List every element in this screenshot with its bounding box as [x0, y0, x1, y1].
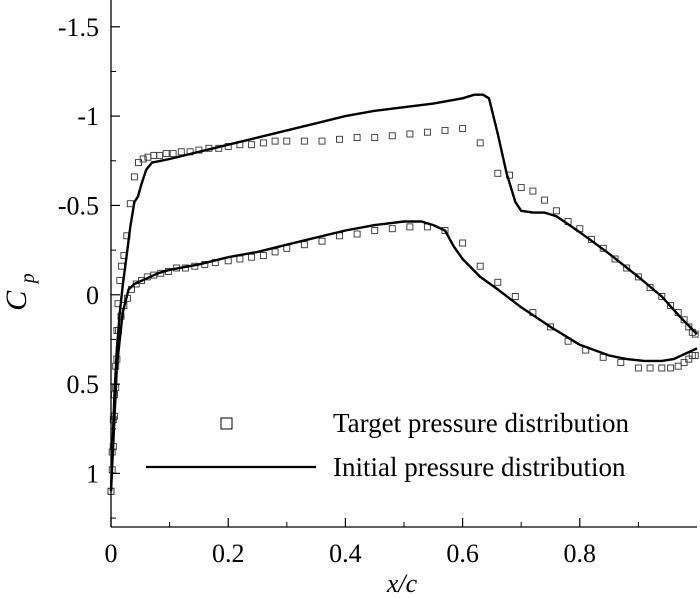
data-point-target-upper — [318, 137, 326, 145]
data-point-target-lower — [691, 352, 699, 359]
data-point-target-lower — [617, 359, 625, 367]
data-point-target-lower — [271, 248, 279, 256]
plot-area — [107, 93, 699, 495]
data-point-target-lower — [634, 364, 642, 372]
data-point-target-upper — [634, 273, 642, 281]
data-point-target-lower — [388, 225, 396, 233]
data-point-target-upper — [336, 135, 343, 143]
data-point-target-upper — [517, 184, 525, 192]
data-point-target-lower — [680, 359, 688, 367]
data-point-target-lower — [476, 262, 484, 270]
data-point-target-upper — [271, 137, 279, 145]
data-point-target-upper — [529, 187, 537, 195]
data-point-target-lower — [353, 230, 361, 238]
x-tick-label: 0.8 — [564, 539, 597, 568]
legend-label-initial: Initial pressure distribution — [333, 452, 626, 482]
y-tick-label: 0.5 — [67, 370, 100, 399]
y-axis: -1.5 -1 -0.5 0 0.5 1 — [58, 0, 120, 527]
data-point-target-upper — [611, 255, 619, 263]
x-tick-label: 0.4 — [329, 539, 362, 568]
y-tick-label: -0.5 — [58, 191, 99, 220]
data-point-target-lower — [667, 364, 675, 372]
svg-text:C p: C p — [0, 273, 39, 311]
data-point-target-upper — [680, 316, 688, 324]
y-axis-label-sub: p — [17, 273, 39, 285]
data-point-target-upper — [135, 159, 142, 167]
data-point-target-lower — [318, 237, 326, 245]
data-point-target-lower — [248, 253, 256, 261]
data-point-target-upper — [130, 173, 138, 181]
data-point-target-upper — [248, 141, 256, 149]
data-point-target-upper — [541, 196, 549, 204]
x-tick-label: 0 — [105, 539, 118, 568]
data-point-target-lower — [459, 239, 467, 247]
data-point-target-upper — [177, 148, 185, 156]
data-point-target-upper — [685, 323, 693, 331]
data-point-target-lower — [511, 293, 519, 300]
data-point-target-upper — [646, 284, 654, 292]
y-tick-label: 0 — [86, 281, 99, 310]
data-point-target-upper — [139, 155, 147, 163]
data-point-target-upper — [423, 128, 431, 136]
data-point-target-lower — [300, 241, 308, 249]
series-line-initial-upper — [109, 93, 698, 492]
data-point-target-upper — [667, 302, 675, 309]
x-axis: 0 0.2 0.4 0.6 0.8 — [105, 518, 697, 568]
data-point-target-upper — [283, 137, 291, 145]
data-point-target-upper — [156, 151, 164, 159]
data-point-target-lower — [646, 364, 654, 372]
data-point-target-upper — [353, 134, 361, 142]
y-tick-label: -1 — [77, 102, 99, 131]
data-point-target-upper — [623, 264, 631, 272]
data-point-target-upper — [406, 130, 414, 138]
data-point-target-lower — [547, 323, 554, 331]
x-axis-label: x/c — [386, 569, 418, 598]
y-tick-label: 1 — [86, 459, 99, 488]
legend: Target pressure distribution Initial pre… — [146, 408, 630, 482]
data-point-target-upper — [441, 126, 449, 134]
y-tick-label: -1.5 — [58, 13, 99, 42]
x-tick-label: 0.2 — [212, 539, 245, 568]
data-point-target-lower — [685, 355, 693, 363]
data-point-target-upper — [476, 139, 484, 147]
y-axis-label: C p — [0, 273, 39, 311]
data-point-target-lower — [441, 227, 449, 234]
data-point-target-lower — [371, 227, 379, 234]
data-point-target-upper — [459, 125, 467, 133]
data-point-target-lower — [406, 223, 414, 231]
data-point-target-upper — [388, 132, 396, 140]
data-point-target-upper — [162, 150, 170, 158]
data-point-target-upper — [552, 207, 560, 215]
data-point-target-lower — [259, 252, 267, 259]
data-point-target-upper — [371, 134, 379, 142]
legend-label-target: Target pressure distribution — [333, 408, 630, 438]
data-point-target-lower — [658, 364, 666, 372]
data-point-target-upper — [169, 150, 177, 158]
data-point-target-upper — [658, 293, 666, 300]
data-point-target-upper — [300, 137, 308, 145]
x-tick-label: 0.6 — [446, 539, 479, 568]
data-point-target-lower — [674, 362, 682, 370]
data-point-target-upper — [494, 169, 502, 177]
legend-marker-target — [220, 417, 233, 430]
data-point-target-lower — [494, 278, 502, 286]
data-point-target-upper — [259, 139, 267, 147]
series-line-initial-lower — [109, 220, 698, 492]
y-axis-label-main: C — [0, 290, 33, 311]
